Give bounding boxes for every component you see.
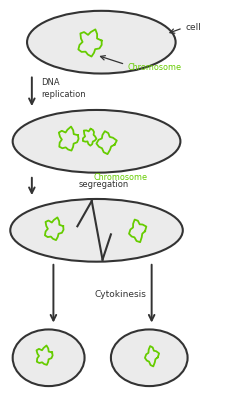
Text: DNA
replication: DNA replication (41, 78, 86, 98)
Text: Chromosome: Chromosome (94, 173, 147, 181)
Ellipse shape (13, 330, 85, 386)
Text: segregation: segregation (79, 179, 129, 188)
Text: Chromosome: Chromosome (128, 62, 182, 71)
Ellipse shape (10, 200, 183, 262)
Ellipse shape (111, 330, 187, 386)
Ellipse shape (13, 111, 181, 173)
Text: Cytokinesis: Cytokinesis (94, 289, 147, 298)
Ellipse shape (27, 12, 176, 75)
Text: cell: cell (185, 23, 201, 32)
